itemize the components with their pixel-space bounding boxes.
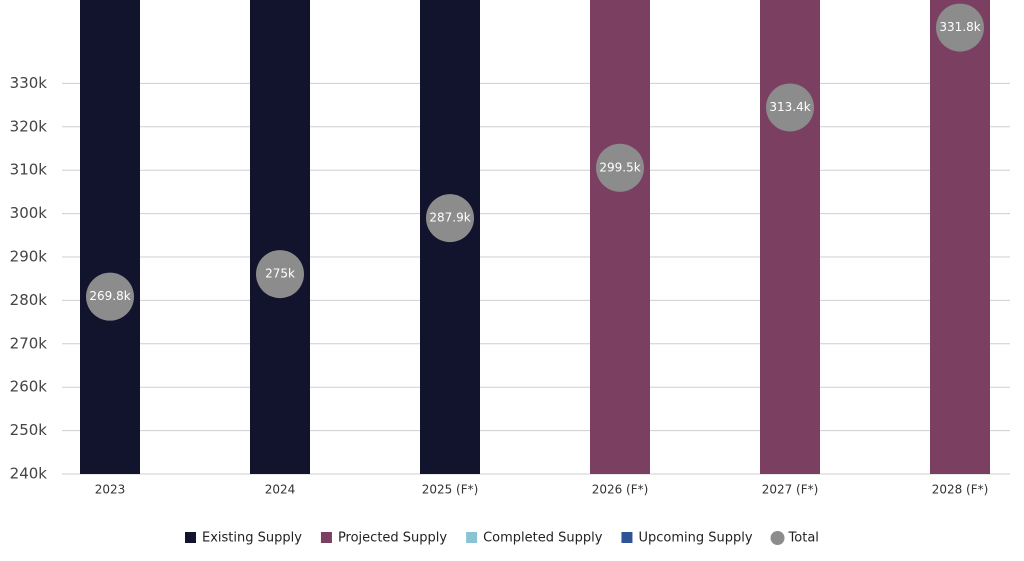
total-label: 287.9k [429, 211, 470, 225]
total-label: 299.5k [599, 160, 640, 174]
bar-segment [250, 0, 310, 474]
y-tick-label: 300k [10, 204, 48, 222]
y-tick-label: 290k [10, 248, 48, 266]
legend-marker [185, 532, 196, 543]
bar-segment [590, 0, 650, 474]
bar-segment [80, 0, 140, 474]
y-tick-label: 270k [10, 334, 48, 352]
x-tick-label: 2024 [265, 483, 296, 497]
legend-label: Projected Supply [338, 531, 447, 546]
legend-marker [320, 532, 332, 543]
legend-marker [770, 531, 785, 545]
total-marker [86, 272, 134, 321]
y-tick-label: 250k [10, 421, 48, 439]
x-tick-label: 2023 [95, 483, 126, 497]
legend-marker [466, 532, 478, 543]
y-tick-label: 280k [10, 291, 48, 309]
total-label: 275k [265, 267, 295, 281]
x-tick-label: 2026 (F*) [592, 483, 649, 497]
x-tick-label: 2028 (F*) [932, 483, 989, 497]
total-label: 331.8k [939, 20, 980, 34]
x-tick-label: 2027 (F*) [762, 483, 819, 497]
bar-segment [760, 0, 820, 474]
legend-label: Existing Supply [202, 531, 302, 546]
total-marker [256, 250, 304, 299]
y-tick-label: 310k [10, 161, 48, 179]
y-tick-label: 240k [10, 465, 48, 483]
total-marker [596, 143, 644, 192]
legend-label: Total [788, 531, 819, 546]
bar-segment [930, 0, 990, 474]
total-label: 313.4k [769, 100, 810, 114]
legend-marker [621, 532, 633, 543]
total-label: 269.8k [89, 289, 130, 303]
y-tick-label: 320k [10, 117, 48, 135]
y-tick-label: 260k [10, 378, 48, 396]
legend-label: Completed Supply [483, 531, 603, 546]
y-tick-label: 330k [10, 74, 48, 92]
total-marker [766, 83, 814, 132]
total-marker [936, 3, 984, 52]
total-marker [426, 194, 474, 243]
legend-label: Upcoming Supply [638, 531, 752, 546]
x-tick-label: 2025 (F*) [422, 483, 479, 497]
